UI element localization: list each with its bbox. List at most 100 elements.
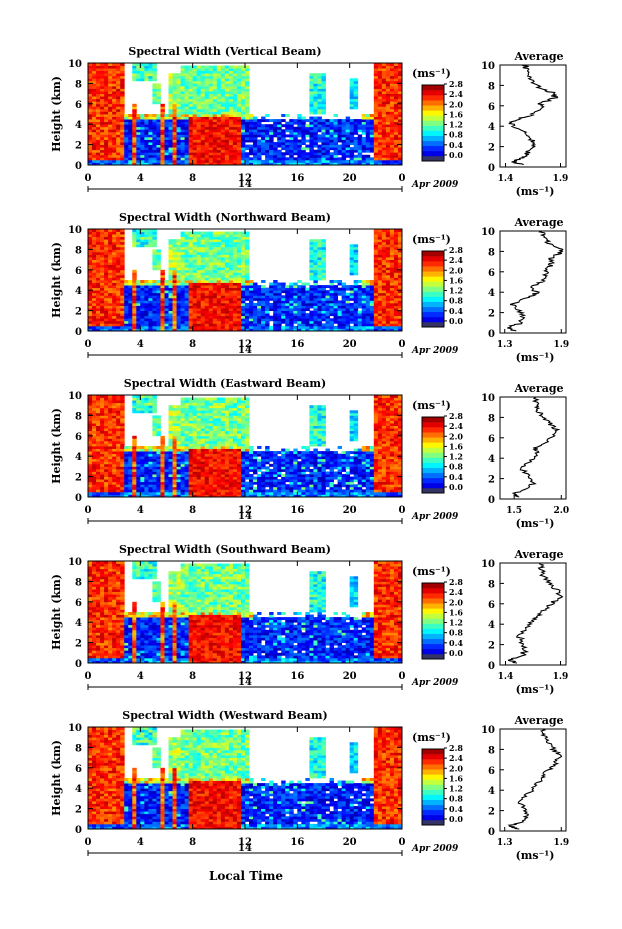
heatmap-cell bbox=[208, 231, 214, 235]
heatmap-cell bbox=[164, 287, 169, 291]
heatmap-cell bbox=[220, 310, 226, 314]
heatmap-cell bbox=[92, 269, 97, 273]
heatmap-cell bbox=[96, 63, 101, 66]
heatmap-cell bbox=[228, 241, 234, 245]
heatmap-cell bbox=[329, 320, 334, 324]
heatmap-cell bbox=[136, 116, 141, 120]
heatmap-cell bbox=[365, 302, 371, 306]
heatmap-cell bbox=[120, 239, 125, 243]
heatmap-cell bbox=[216, 244, 222, 248]
heatmap-cell bbox=[88, 246, 93, 250]
heatmap-cell bbox=[188, 290, 194, 294]
heatmap-cell bbox=[108, 91, 113, 94]
heatmap-cell bbox=[88, 405, 93, 409]
heatmap-cell bbox=[337, 310, 343, 314]
heatmap-cell bbox=[168, 142, 173, 145]
heatmap-cell bbox=[208, 262, 214, 266]
heatmap-cell bbox=[120, 328, 125, 332]
heatmap-cell bbox=[104, 231, 109, 235]
heatmap-cell bbox=[317, 295, 322, 299]
heatmap-cell bbox=[385, 267, 391, 271]
heatmap-cell bbox=[373, 280, 379, 283]
heatmap-cell bbox=[148, 231, 153, 235]
heatmap-cell bbox=[289, 308, 294, 311]
heatmap-cell bbox=[232, 119, 238, 123]
heatmap-cell bbox=[220, 126, 226, 130]
heatmap-cell bbox=[188, 302, 194, 306]
heatmap-cell bbox=[257, 290, 262, 294]
heatmap-cell bbox=[96, 313, 101, 317]
heatmap-cell bbox=[393, 85, 399, 89]
heatmap-cell bbox=[353, 121, 359, 125]
heatmap-cell bbox=[245, 251, 250, 255]
heatmap-cell bbox=[236, 73, 242, 77]
heatmap-cell bbox=[277, 162, 282, 166]
heatmap-cell bbox=[112, 75, 117, 79]
heatmap-cell bbox=[337, 119, 343, 123]
heatmap-cell bbox=[216, 231, 222, 235]
heatmap-cell bbox=[180, 129, 186, 133]
heatmap-cell bbox=[232, 144, 238, 148]
heatmap-cell bbox=[200, 239, 206, 243]
heatmap-cell bbox=[269, 134, 274, 138]
heatmap-cell bbox=[341, 157, 347, 161]
heatmap-cell bbox=[88, 236, 93, 240]
heatmap-cell bbox=[236, 320, 242, 324]
heatmap-cell bbox=[188, 264, 194, 268]
heatmap-cell bbox=[377, 267, 383, 271]
heatmap-cell bbox=[200, 144, 206, 148]
heatmap-cell bbox=[128, 292, 133, 296]
heatmap-cell bbox=[397, 246, 403, 250]
heatmap-cell bbox=[168, 254, 173, 258]
heatmap-cell bbox=[188, 310, 194, 314]
heatmap-cell bbox=[144, 295, 149, 299]
heatmap-cell bbox=[240, 249, 246, 253]
heatmap-cell bbox=[232, 154, 238, 158]
heatmap-cell bbox=[192, 277, 198, 281]
heatmap-cell bbox=[216, 302, 222, 306]
heatmap-cell bbox=[353, 315, 359, 319]
heatmap-cell bbox=[140, 75, 145, 79]
heatmap-cell bbox=[317, 162, 322, 166]
heatmap-cell bbox=[240, 83, 246, 87]
heatmap-cell bbox=[232, 257, 238, 260]
heatmap-cell bbox=[124, 121, 129, 125]
heatmap-cell bbox=[232, 114, 238, 117]
heatmap-cell bbox=[373, 254, 379, 258]
heatmap-cell bbox=[345, 126, 351, 130]
heatmap-cell bbox=[317, 315, 322, 319]
heatmap-cell bbox=[120, 280, 125, 283]
heatmap-cell bbox=[357, 297, 363, 301]
heatmap-cell bbox=[216, 162, 222, 166]
heatmap-cell bbox=[321, 136, 326, 140]
heatmap-cell bbox=[180, 154, 186, 158]
heatmap-cell bbox=[124, 134, 129, 138]
heatmap-cell bbox=[257, 129, 262, 133]
heatmap-cell bbox=[385, 310, 391, 314]
heatmap-cell bbox=[144, 328, 149, 332]
heatmap-cell bbox=[313, 320, 318, 324]
heatmap-cell bbox=[361, 318, 367, 322]
heatmap-cell bbox=[293, 134, 298, 138]
heatmap-cell bbox=[144, 297, 149, 301]
heatmap-cell bbox=[128, 152, 133, 156]
heatmap-cell bbox=[245, 98, 250, 102]
heatmap-cell bbox=[301, 323, 306, 327]
heatmap-cell bbox=[192, 254, 198, 258]
heatmap-cell bbox=[88, 134, 93, 138]
heatmap-cell bbox=[104, 103, 109, 107]
heatmap-cell bbox=[204, 111, 210, 115]
heatmap-cell bbox=[160, 290, 165, 294]
heatmap-cell bbox=[132, 300, 137, 304]
heatmap-cell bbox=[309, 244, 314, 248]
heatmap-cell bbox=[108, 231, 113, 235]
heatmap-cell bbox=[204, 101, 210, 105]
heatmap-cell bbox=[341, 300, 347, 304]
heatmap-cell bbox=[357, 328, 363, 332]
heatmap-cell bbox=[192, 274, 198, 278]
heatmap-cell bbox=[245, 106, 250, 110]
heatmap-cell bbox=[232, 274, 238, 278]
heatmap-cell bbox=[184, 134, 190, 138]
heatmap-cell bbox=[164, 134, 169, 138]
heatmap-cell bbox=[245, 152, 250, 156]
